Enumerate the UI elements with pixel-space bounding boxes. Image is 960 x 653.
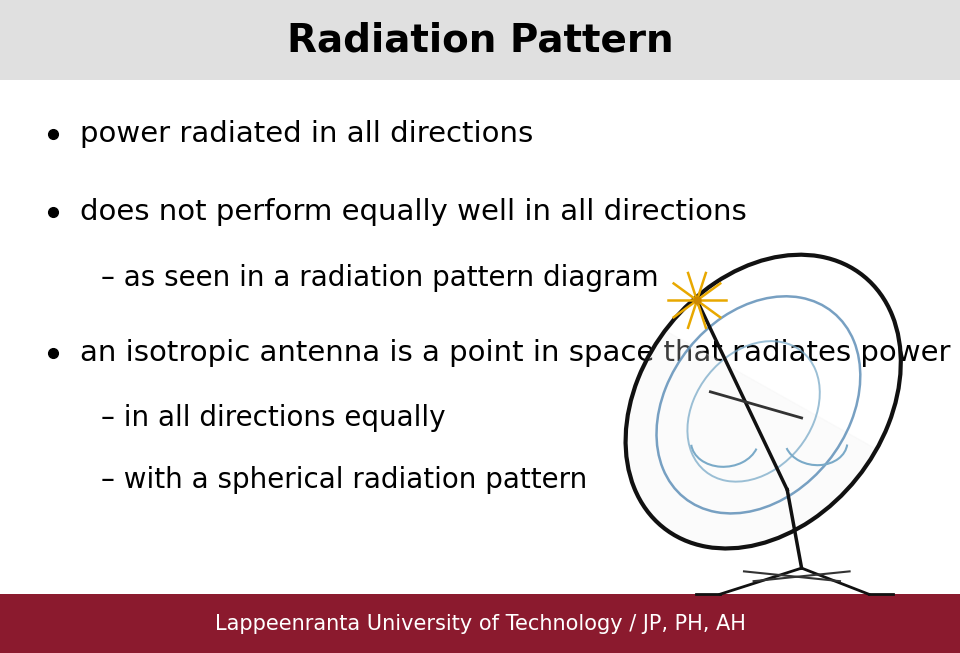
Text: Lappeenranta University of Technology / JP, PH, AH: Lappeenranta University of Technology / …: [215, 614, 745, 633]
Text: does not perform equally well in all directions: does not perform equally well in all dir…: [80, 199, 747, 226]
Text: – as seen in a radiation pattern diagram: – as seen in a radiation pattern diagram: [101, 264, 659, 291]
Text: – with a spherical radiation pattern: – with a spherical radiation pattern: [101, 466, 588, 494]
Polygon shape: [626, 330, 876, 549]
Text: Radiation Pattern: Radiation Pattern: [287, 21, 673, 59]
Text: – in all directions equally: – in all directions equally: [101, 404, 445, 432]
Text: power radiated in all directions: power radiated in all directions: [80, 120, 533, 148]
Text: an isotropic antenna is a point in space that radiates power: an isotropic antenna is a point in space…: [80, 339, 950, 366]
Bar: [0, 0, 960, 80]
Bar: [0, 594, 960, 653]
